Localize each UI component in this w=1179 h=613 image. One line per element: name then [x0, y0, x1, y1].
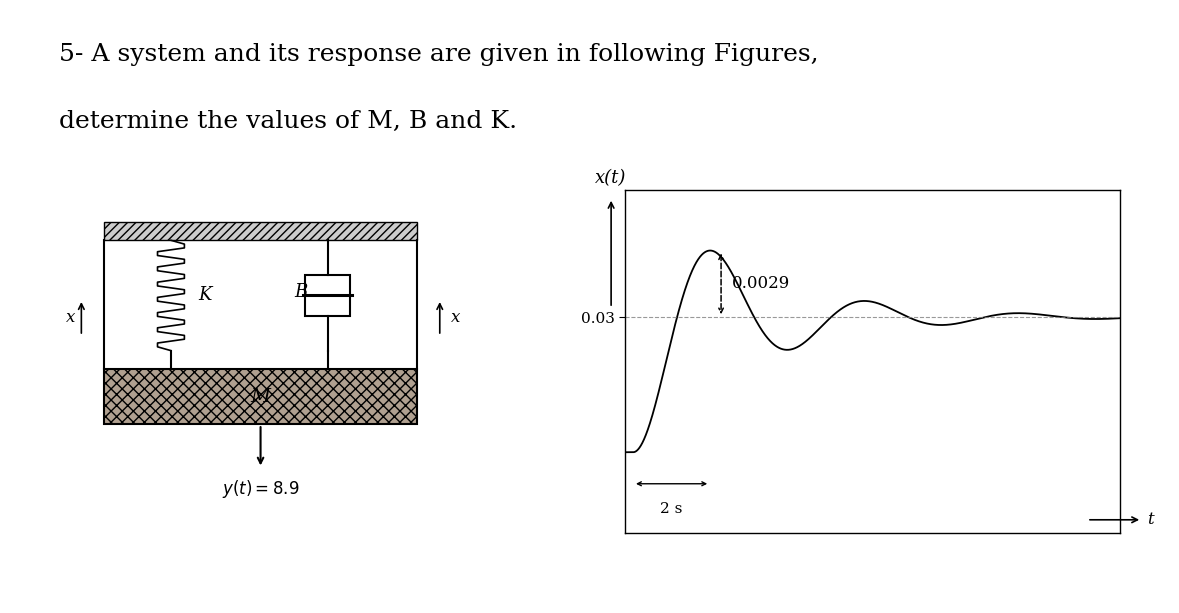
Text: x(t): x(t): [595, 169, 627, 188]
Bar: [104, 369, 417, 424]
Text: x: x: [450, 309, 460, 326]
Text: $y(t) = 8.9$: $y(t) = 8.9$: [222, 478, 299, 500]
Text: 5- A system and its response are given in following Figures,: 5- A system and its response are given i…: [59, 43, 818, 66]
Text: B: B: [295, 283, 308, 301]
Text: 0.0029: 0.0029: [732, 275, 790, 292]
Text: t: t: [1147, 511, 1154, 528]
Text: 2 s: 2 s: [660, 502, 683, 516]
Bar: [305, 275, 350, 316]
Bar: [104, 222, 417, 240]
Text: determine the values of M, B and K.: determine the values of M, B and K.: [59, 110, 518, 134]
Text: K: K: [198, 286, 211, 305]
Text: M: M: [251, 387, 270, 406]
Text: x: x: [66, 309, 75, 326]
